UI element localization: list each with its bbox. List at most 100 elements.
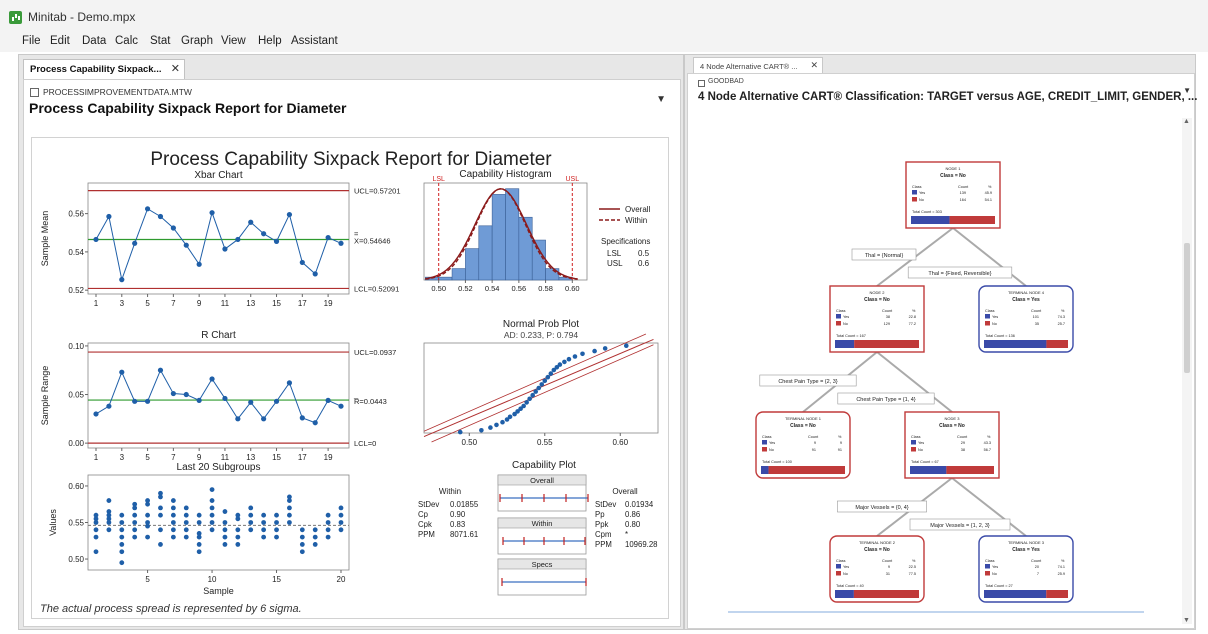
node-bar-yes <box>761 466 769 474</box>
within-stat-name: PPM <box>418 530 435 539</box>
menu-data[interactable]: Data <box>82 35 107 47</box>
node-col-header: Class <box>836 309 846 313</box>
ucl-label: UCL=0.0937 <box>354 348 396 357</box>
data-point <box>119 527 125 533</box>
vertical-scrollbar[interactable]: ▲ ▼ <box>1182 118 1192 624</box>
data-point <box>132 520 138 525</box>
node-total-count: Total Count = 167 <box>836 334 866 338</box>
node-percent: 77.5 <box>909 572 916 576</box>
x-tick-label: 11 <box>221 299 230 308</box>
menu-assistant[interactable]: Assistant <box>291 35 338 47</box>
within-stat-name: Cpk <box>418 520 432 529</box>
data-point <box>287 494 292 500</box>
data-point <box>325 534 331 540</box>
data-point <box>248 505 254 511</box>
close-icon[interactable]: ✕ <box>170 63 180 75</box>
data-point <box>286 211 293 218</box>
left-output-pane: Process Capability Sixpack... ✕ PROCESSI… <box>18 54 684 630</box>
spec-name: USL <box>607 259 623 268</box>
data-point <box>222 534 228 540</box>
x-tick-label: 13 <box>246 299 255 308</box>
data-point <box>158 490 163 496</box>
node-class-name: Yes <box>992 315 998 319</box>
scroll-down-arrow-icon[interactable]: ▼ <box>1183 617 1190 624</box>
node-bar-yes <box>835 590 854 598</box>
node-bar-no <box>946 466 994 474</box>
y-tick-label: 0.54 <box>68 248 84 257</box>
menu-help[interactable]: Help <box>258 35 282 47</box>
data-point <box>209 527 215 533</box>
data-point <box>274 527 279 533</box>
scrollbar-thumb[interactable] <box>1184 243 1190 373</box>
data-point <box>557 362 563 367</box>
data-point <box>222 520 228 525</box>
data-point <box>157 367 164 373</box>
data-point <box>145 520 150 525</box>
x-tick-label: 17 <box>298 453 307 462</box>
node-total-count: Total Count = 40 <box>836 584 864 588</box>
data-point <box>119 520 125 525</box>
x-tick-label: 0.58 <box>538 284 553 293</box>
data-point <box>299 549 305 555</box>
plot-frame <box>87 342 350 449</box>
menu-calc[interactable]: Calc <box>115 35 139 47</box>
data-point <box>119 512 125 518</box>
node-count: 91 <box>812 448 816 452</box>
spec-title: Specifications <box>601 237 650 246</box>
data-point <box>145 512 150 518</box>
data-point <box>158 512 163 518</box>
data-point <box>119 560 125 566</box>
data-point <box>488 425 493 430</box>
data-point <box>93 549 99 555</box>
data-point <box>235 236 241 243</box>
data-point <box>144 206 151 212</box>
histogram-bar <box>478 225 493 281</box>
node-total-count: Total Count = 27 <box>985 584 1013 588</box>
data-point <box>494 422 499 428</box>
node-count: 29 <box>961 441 965 445</box>
data-point <box>183 242 189 248</box>
menu-view[interactable]: View <box>221 35 246 47</box>
x-tick-label: 5 <box>145 299 150 308</box>
lcl-label: LCL=0.52091 <box>354 284 399 293</box>
data-point <box>145 501 150 507</box>
node-bar-yes <box>910 466 947 474</box>
right-output-pane: 4 Node Alternative CART® ... ✕ GOODBAD 4… <box>684 54 1197 630</box>
chevron-down-icon[interactable]: ▼ <box>656 94 666 105</box>
data-point <box>261 520 267 525</box>
chart-title: Normal Prob Plot <box>503 319 579 330</box>
chevron-down-icon[interactable]: ▼ <box>1183 86 1191 95</box>
menu-file[interactable]: File <box>22 35 41 47</box>
within-stat-value: 0.83 <box>450 520 465 529</box>
report-heading: Process Capability Sixpack Report for Di… <box>29 100 347 116</box>
within-stat-name: StDev <box>418 500 439 509</box>
node-percent: 22.5 <box>909 565 916 569</box>
tree-edge <box>951 477 1027 537</box>
histogram-bar <box>465 248 480 281</box>
menu-stat[interactable]: Stat <box>150 35 171 47</box>
tab-process-capability[interactable]: Process Capability Sixpack... ✕ <box>23 59 185 79</box>
spec-value: 0.5 <box>638 249 650 258</box>
scroll-up-arrow-icon[interactable]: ▲ <box>1183 118 1190 125</box>
tab-cart-classification[interactable]: 4 Node Alternative CART® ... ✕ <box>693 57 823 75</box>
node-title: TERMINAL NODE 4 <box>1008 290 1045 295</box>
data-point <box>527 396 532 402</box>
node-percent: 91 <box>838 448 842 452</box>
data-point <box>106 403 112 409</box>
x-tick-label: 5 <box>145 453 150 462</box>
x-tick-label: 0.50 <box>431 284 446 293</box>
close-icon[interactable]: ✕ <box>810 60 818 70</box>
menu-edit[interactable]: Edit <box>50 35 70 47</box>
data-point <box>119 534 125 540</box>
data-point <box>572 354 578 359</box>
report-main-title: Process Capability Sixpack Report for Di… <box>150 149 552 170</box>
lcl-label: LCL=0 <box>354 439 376 448</box>
menu-graph[interactable]: Graph <box>181 35 213 47</box>
data-point <box>312 271 318 277</box>
data-point <box>273 238 280 244</box>
data-point <box>235 516 241 522</box>
y-tick-label: 0.50 <box>68 555 84 564</box>
legend-overall-label: Overall <box>625 205 651 214</box>
class-swatch <box>985 571 990 576</box>
data-point <box>500 419 505 425</box>
